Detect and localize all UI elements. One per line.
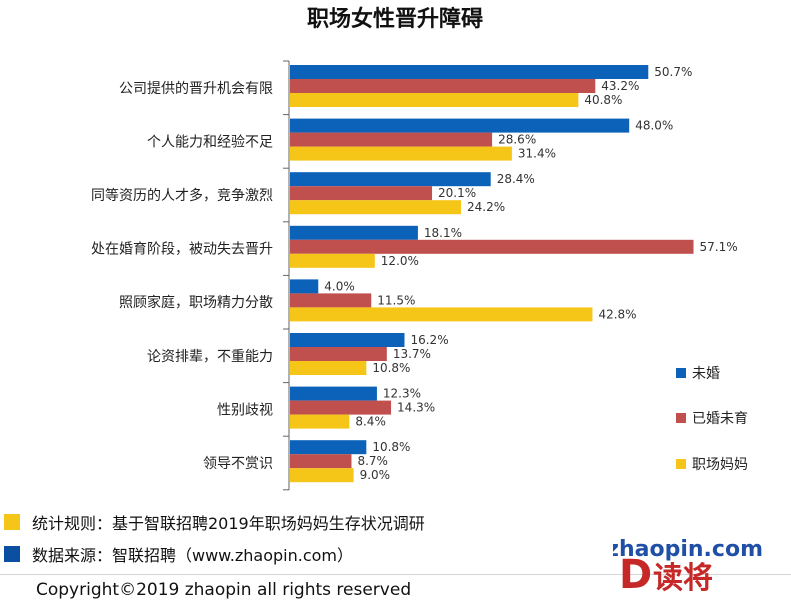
- legend-swatch: [676, 368, 686, 378]
- footer-source: 数据来源：智联招聘（www.zhaopin.com）: [0, 542, 353, 566]
- data-label: 48.0%: [635, 119, 673, 133]
- category-label: 处在婚育阶段，被动失去晋升: [91, 242, 273, 258]
- data-label: 42.8%: [598, 307, 636, 321]
- bar: [290, 93, 579, 107]
- legend-label: 已婚未育: [692, 411, 748, 427]
- data-label: 28.4%: [497, 172, 535, 186]
- bar: [290, 65, 649, 79]
- rule-text: 统计规则：基于智联招聘2019年职场妈妈生存状况调研: [32, 514, 425, 533]
- bar: [290, 414, 350, 429]
- data-label: 8.7%: [357, 454, 388, 468]
- zhaopin-logo: 智联招聘 zhaopin.com D 读将: [613, 512, 764, 594]
- rule-square-icon: [4, 514, 20, 530]
- bar: [290, 454, 352, 469]
- legend-swatch: [676, 459, 686, 469]
- category-label: 性别歧视: [217, 402, 273, 418]
- category-label: 同等资历的人才多，竞争激烈: [91, 187, 273, 204]
- data-label: 40.8%: [584, 93, 622, 107]
- data-label: 8.4%: [355, 415, 386, 429]
- data-label: 31.4%: [518, 147, 556, 161]
- bar: [290, 468, 354, 483]
- source-text: 数据来源：智联招聘（www.zhaopin.com）: [32, 546, 354, 565]
- category-label: 论资排辈，不重能力: [147, 349, 273, 365]
- copyright: Copyright©2019 zhaopin all rights reserv…: [36, 580, 412, 600]
- data-label: 14.3%: [397, 401, 435, 415]
- bar: [290, 333, 405, 347]
- data-label: 50.7%: [654, 65, 692, 79]
- bar: [290, 440, 367, 455]
- bar: [290, 200, 462, 215]
- category-label: 照顾家庭，职场精力分散: [119, 294, 273, 311]
- bar: [290, 253, 375, 268]
- data-label: 28.6%: [498, 133, 536, 147]
- data-label: 10.8%: [372, 440, 410, 454]
- bar: [290, 239, 694, 254]
- data-label: 4.0%: [324, 279, 355, 293]
- bar: [290, 186, 433, 201]
- bar: [290, 386, 377, 401]
- svg-text:智联招聘: 智联招聘: [667, 512, 763, 540]
- data-label: 18.1%: [424, 226, 462, 240]
- data-label: 16.2%: [410, 333, 448, 347]
- bar: [290, 347, 387, 361]
- data-label: 24.2%: [467, 200, 505, 214]
- bar: [290, 293, 372, 308]
- legend-label: 职场妈妈: [692, 457, 748, 473]
- bar: [290, 79, 596, 93]
- legend-label: 未婚: [692, 366, 720, 382]
- svg-text:读将: 读将: [653, 561, 713, 594]
- chart-title: 职场女性晋升障碍: [307, 6, 483, 32]
- category-label: 公司提供的晋升机会有限: [119, 81, 273, 97]
- data-label: 11.5%: [377, 293, 415, 307]
- data-label: 57.1%: [700, 240, 738, 254]
- bar: [290, 361, 367, 375]
- bar: [290, 146, 512, 161]
- footer-rule: 统计规则：基于智联招聘2019年职场妈妈生存状况调研: [0, 510, 425, 534]
- svg-text:zhaopin.com: zhaopin.com: [613, 537, 763, 562]
- category-label: 个人能力和经验不足: [147, 134, 273, 150]
- bar: [290, 307, 593, 322]
- data-label: 12.0%: [381, 254, 419, 268]
- bar: [290, 132, 493, 147]
- svg-text:D: D: [619, 552, 652, 594]
- data-label: 13.7%: [393, 347, 431, 361]
- bar: [290, 279, 319, 294]
- data-label: 20.1%: [438, 186, 476, 200]
- bar: [290, 400, 392, 415]
- category-label: 领导不赏识: [203, 456, 273, 472]
- data-label: 9.0%: [360, 468, 391, 482]
- bar: [290, 172, 491, 187]
- bar: [290, 225, 418, 240]
- bar: [290, 118, 630, 133]
- data-label: 10.8%: [372, 361, 410, 375]
- footer-divider: [0, 574, 791, 575]
- data-label: 43.2%: [601, 79, 639, 93]
- data-label: 12.3%: [383, 387, 421, 401]
- legend-swatch: [676, 413, 686, 423]
- source-square-icon: [4, 546, 20, 562]
- chart: 职场女性晋升障碍 公司提供的晋升机会有限 50.7% 43.2%40.8% 个人能力和…: [91, 6, 748, 491]
